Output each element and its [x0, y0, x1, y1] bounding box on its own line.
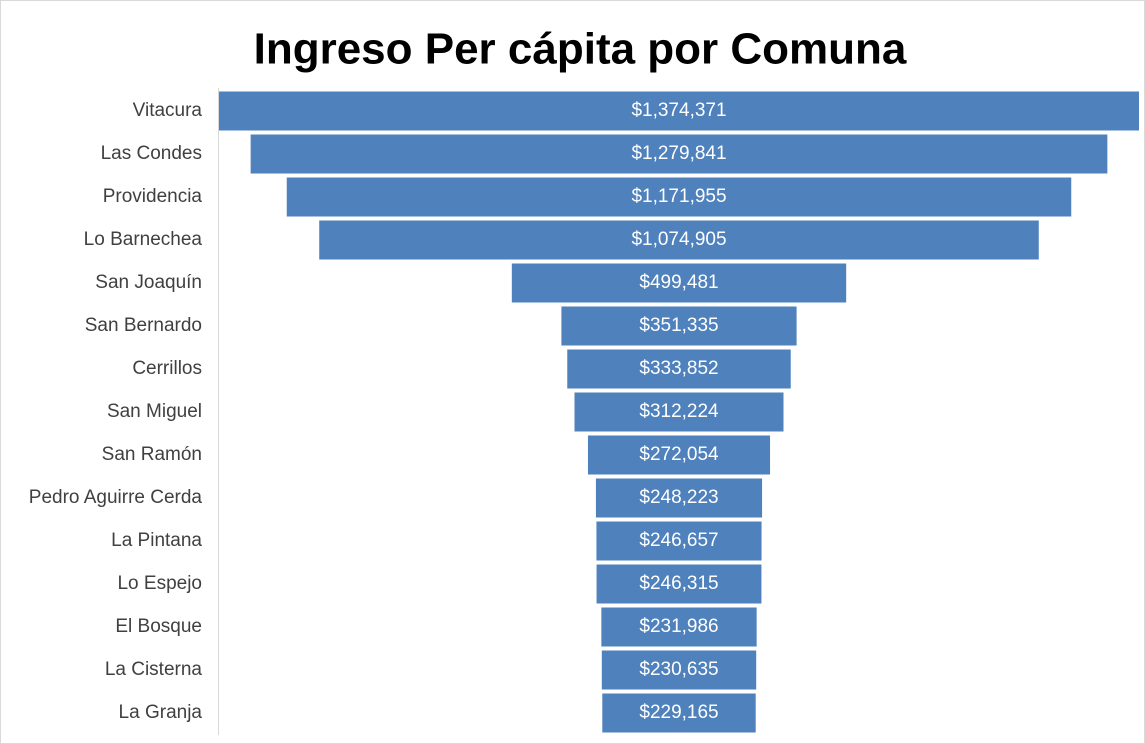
funnel-bar: [219, 91, 1139, 131]
value-label: $1,279,841: [631, 143, 726, 164]
category-label: El Bosque: [115, 616, 202, 637]
funnel-bar: [319, 220, 1039, 260]
category-label: San Bernardo: [85, 315, 202, 336]
category-label: La Granja: [119, 702, 203, 723]
funnel-bar: [596, 521, 762, 561]
value-label: $499,481: [639, 272, 718, 293]
category-label: Lo Espejo: [117, 573, 202, 594]
category-label: Providencia: [103, 186, 203, 207]
funnel-bar: [286, 177, 1072, 217]
funnel-bar: [511, 263, 847, 303]
value-label: $231,986: [639, 616, 718, 637]
funnel-bar: [601, 607, 757, 647]
funnel-bar: [595, 478, 763, 518]
category-label: San Ramón: [102, 444, 202, 465]
category-label: Las Condes: [101, 143, 202, 164]
funnel-bar: [250, 134, 1108, 174]
category-label: Vitacura: [133, 100, 203, 121]
value-label: $248,223: [639, 487, 718, 508]
funnel-bar: [596, 564, 762, 604]
category-label: San Joaquín: [95, 272, 202, 293]
funnel-bar: [574, 392, 784, 432]
funnel-bar: [587, 435, 771, 475]
value-label: $272,054: [639, 444, 719, 465]
category-label: Cerrillos: [132, 358, 202, 379]
value-label: $1,374,371: [631, 100, 726, 121]
category-label: Pedro Aguirre Cerda: [29, 487, 203, 508]
category-label: La Cisterna: [105, 659, 203, 680]
value-label: $333,852: [639, 358, 718, 379]
value-label: $229,165: [639, 702, 718, 723]
value-label: $312,224: [639, 401, 719, 422]
funnel-bar: [567, 349, 791, 389]
value-label: $246,315: [639, 573, 718, 594]
chart-title: Ingreso Per cápita por Comuna: [254, 25, 907, 74]
category-label: San Miguel: [107, 401, 202, 422]
value-label: $1,171,955: [631, 186, 726, 207]
category-label: La Pintana: [111, 530, 202, 551]
value-label: $1,074,905: [631, 229, 726, 250]
value-label: $230,635: [639, 659, 718, 680]
value-label: $351,335: [639, 315, 718, 336]
category-label: Lo Barnechea: [84, 229, 203, 250]
funnel-bar: [601, 650, 757, 690]
funnel-bar: [602, 693, 756, 733]
funnel-bar: [561, 306, 797, 346]
value-label: $246,657: [639, 530, 718, 551]
